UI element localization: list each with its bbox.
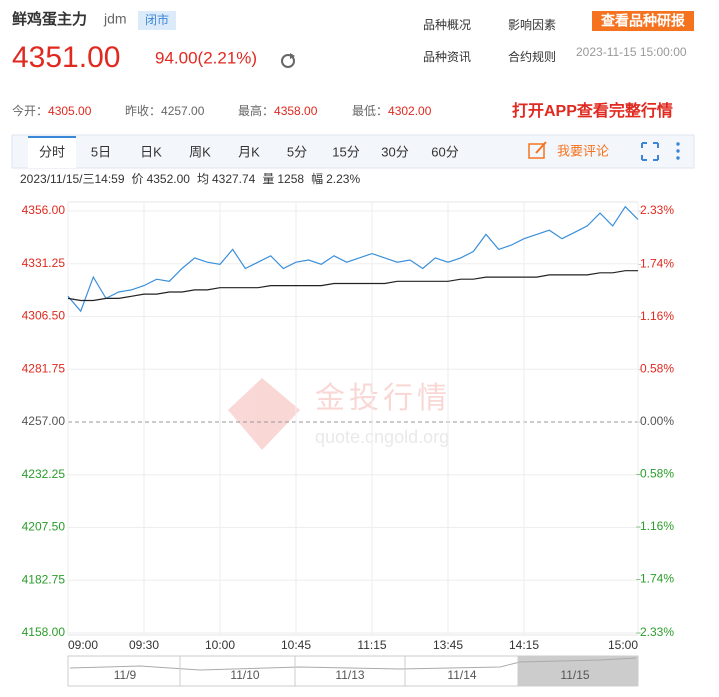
change: 94.00(2.21%)	[155, 48, 257, 67]
tab[interactable]: 周K	[189, 144, 211, 159]
watermark-name: 金投行情	[315, 382, 451, 415]
stat-value: 4302.00	[388, 104, 432, 118]
code: jdm	[103, 11, 127, 27]
link[interactable]: 合约规则	[508, 49, 556, 64]
navigator-date: 11/14	[447, 668, 476, 682]
comment[interactable]: 我要评论	[557, 143, 609, 158]
watermark: 金投行情 quote.cngold.org	[228, 378, 451, 450]
navigator-date: 11/13	[335, 668, 364, 682]
tab[interactable]: 日K	[140, 144, 162, 159]
x-tick-label: 10:45	[281, 638, 311, 652]
stat-label: 今开：	[12, 103, 48, 118]
active-tab	[28, 136, 76, 168]
y-tick-label: 4232.25	[22, 467, 66, 481]
x-tick-label: 09:30	[129, 638, 159, 652]
datetime: 2023-11-15 15:00:00	[576, 45, 687, 59]
tab[interactable]: 分时	[39, 144, 65, 159]
y-tick-label: 4281.75	[22, 361, 66, 375]
y-tick-label: 4356.00	[22, 203, 66, 217]
fullscreen-icon[interactable]	[641, 142, 659, 161]
tab[interactable]: 月K	[238, 144, 260, 159]
info-vol-label: 量	[262, 172, 274, 186]
x-tick-label: 13:45	[433, 638, 463, 652]
menu-icon[interactable]	[676, 142, 680, 160]
info-price-label: 价	[132, 172, 144, 186]
y-tick-label: 4306.50	[22, 309, 66, 323]
tab[interactable]: 5分	[287, 144, 307, 159]
price: 4351.00	[12, 41, 120, 74]
y-tick-label: 4331.25	[22, 256, 66, 270]
link[interactable]: 品种资讯	[423, 50, 471, 64]
info-avg-label: 均	[197, 172, 209, 186]
info-amp-label: 幅	[311, 171, 323, 186]
name: 鲜鸡蛋主力	[12, 10, 87, 28]
info-avg: 4327.74	[212, 172, 256, 186]
y2-tick-label: -1.74%	[636, 572, 674, 586]
info-amp: 2.23%	[326, 172, 360, 186]
status-badge	[138, 11, 176, 30]
y-tick-label: 4158.00	[22, 625, 66, 639]
tab[interactable]: 5日	[91, 144, 111, 159]
x-tick-label: 15:00	[608, 638, 638, 652]
x-tick-label: 11:15	[357, 638, 386, 652]
x-tick-label: 14:15	[509, 638, 539, 652]
navigator-date: 11/9	[114, 668, 137, 682]
y-tick-label: 4257.00	[22, 414, 66, 428]
y2-tick-label: -2.33%	[636, 625, 674, 639]
y2-tick-label: 1.16%	[640, 309, 674, 323]
navigator-trace	[69, 657, 637, 671]
report-button[interactable]	[592, 11, 694, 31]
stat-value: 4358.00	[274, 104, 318, 118]
promo[interactable]: 打开APP查看完整行情	[512, 101, 673, 120]
stat-label: 最高：	[238, 103, 274, 118]
y-tick-label: 4182.75	[22, 572, 66, 586]
price-line	[67, 205, 639, 313]
y2-tick-label: -0.58%	[636, 467, 674, 481]
y2-tick-label: 2.33%	[640, 203, 674, 217]
x-tick-label: 10:00	[205, 638, 235, 652]
status: 闭市	[145, 12, 169, 27]
navigator-date: 11/10	[230, 668, 259, 682]
stat-value: 4305.00	[48, 104, 92, 118]
tab[interactable]: 30分	[381, 144, 408, 159]
refresh-icon[interactable]	[281, 53, 295, 68]
y2-tick-label: 0.00%	[640, 414, 674, 428]
y2-tick-label: 1.74%	[640, 257, 674, 271]
tab[interactable]: 15分	[332, 144, 359, 159]
report-button-label[interactable]: 查看品种研报	[601, 13, 685, 29]
info-time: 2023/11/15/三14:59	[20, 172, 125, 186]
x-tick-label: 09:00	[68, 638, 98, 652]
y-tick-label: 4207.50	[22, 520, 66, 534]
navigator-date: 11/15	[560, 668, 589, 682]
y2-tick-label: 0.58%	[640, 362, 674, 376]
plot-frame	[67, 201, 639, 636]
stat-label: 最低：	[352, 104, 388, 118]
average-line	[67, 270, 638, 302]
watermark-url: quote.cngold.org	[315, 427, 449, 447]
link[interactable]: 品种概况	[423, 18, 471, 32]
y2-tick-label: -1.16%	[636, 519, 674, 533]
info-price: 4352.00	[147, 172, 191, 186]
link[interactable]: 影响因素	[508, 17, 556, 32]
tab-bar	[11, 134, 695, 169]
info-vol: 1258	[277, 172, 304, 186]
tab[interactable]: 60分	[431, 144, 458, 159]
stat-label: 昨收：	[125, 104, 161, 118]
stat-value: 4257.00	[161, 104, 205, 118]
edit-icon[interactable]	[528, 141, 547, 159]
